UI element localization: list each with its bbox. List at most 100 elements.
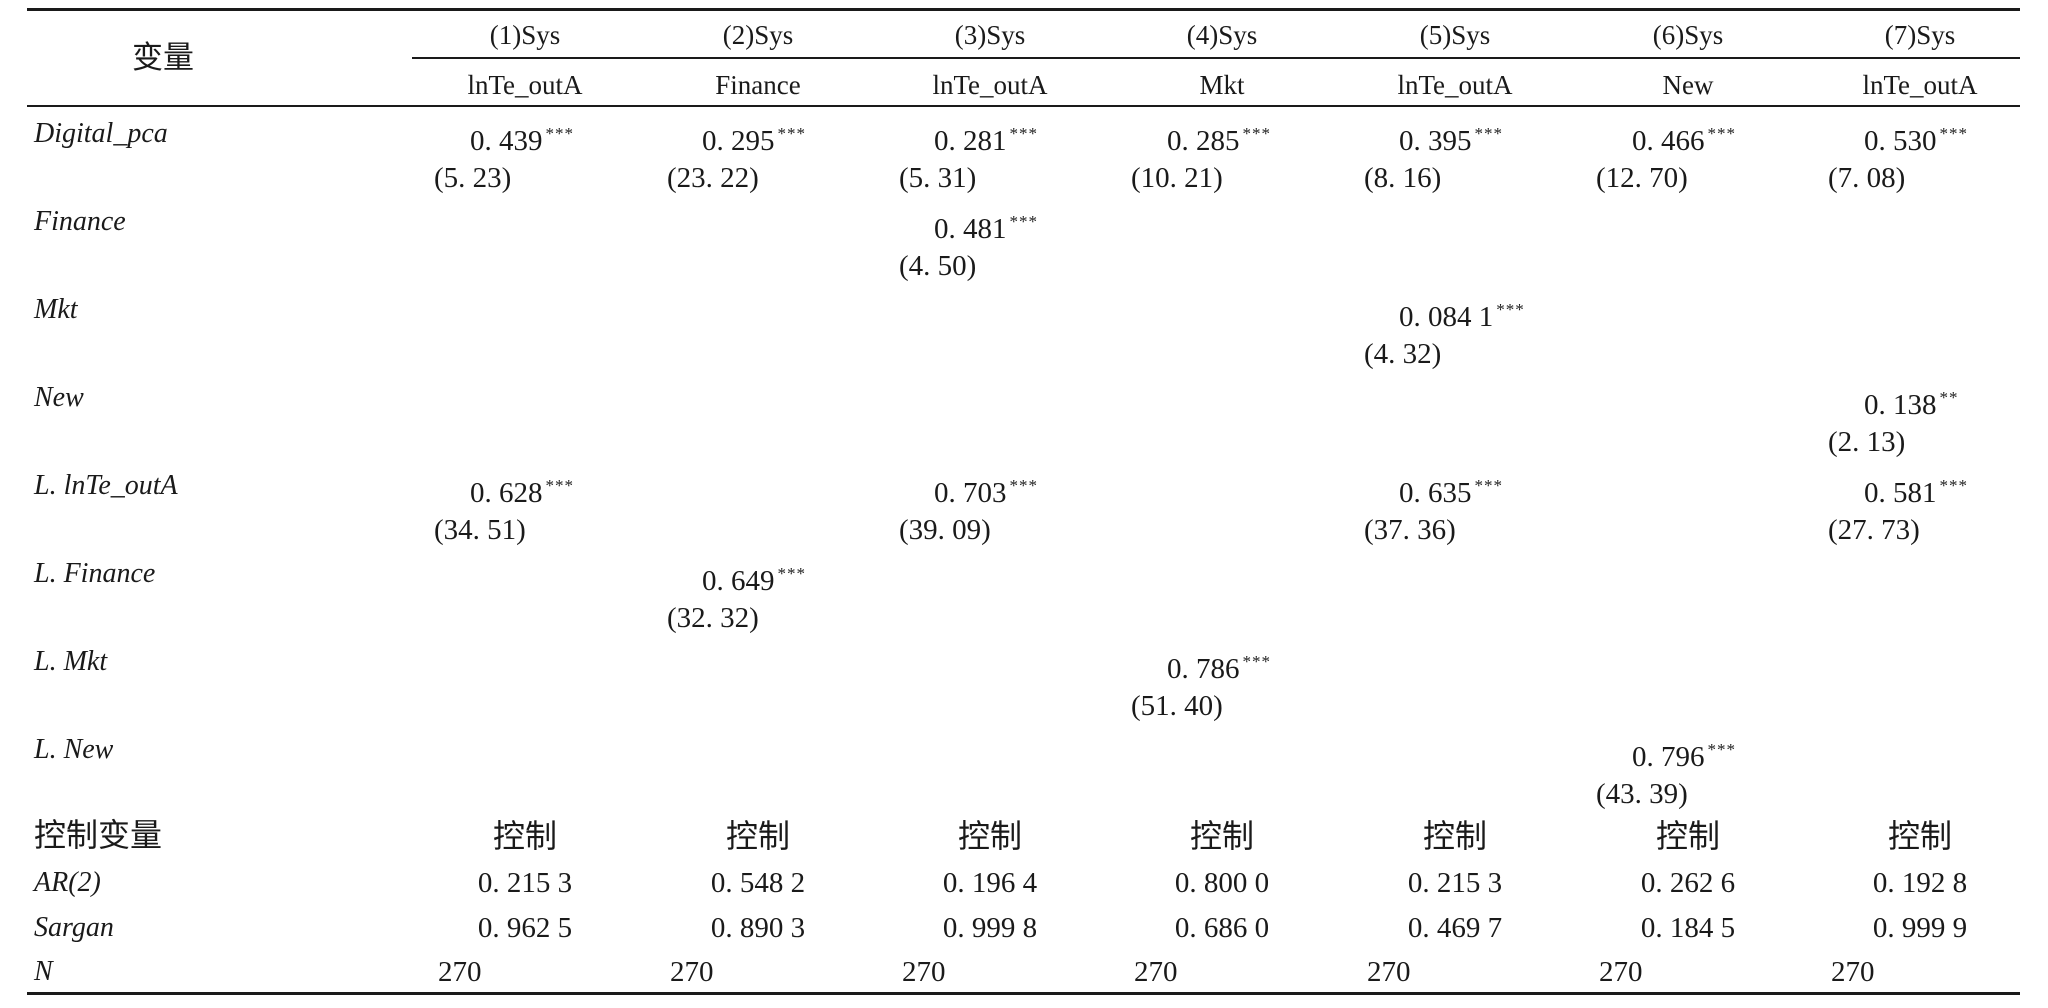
coefficient-cell: 0. 395 *** [1399,117,1503,158]
coefficient-value: 0. 635 [1399,477,1472,509]
column-model-header: (1)Sys [489,20,561,50]
t-statistic-cell: (32. 32) [667,602,759,634]
coefficient-cell: 0. 635 *** [1399,469,1503,510]
coefficient-cell: 0. 084 1 *** [1399,293,1525,334]
t-statistic-cell: (37. 36) [1364,514,1456,546]
significance-stars: *** [1474,476,1503,495]
row-label: Finance [34,206,126,237]
coefficient-value: 0. 395 [1399,125,1472,157]
coefficient-value: 0. 481 [934,213,1007,245]
coefficient-value: 0. 281 [934,125,1007,157]
coefficient-cell: 0. 138 ** [1864,381,1959,422]
significance-stars: *** [1939,124,1968,143]
coefficient-cell: 0. 295 *** [702,117,806,158]
control-cell: 控制 [1655,818,1721,854]
n-cell: 270 [1134,956,1178,988]
coefficient-cell: 0. 649 *** [702,557,806,598]
n-cell: 270 [902,956,946,988]
ar2-cell: 0. 192 8 [1872,867,1968,899]
sargan-cell: 0. 469 7 [1407,912,1503,944]
significance-stars: ** [1939,388,1959,407]
t-statistic-cell: (12. 70) [1596,162,1688,194]
ar2-label: AR(2) [34,867,101,898]
coefficient-value: 0. 796 [1632,741,1705,773]
column-dependent-header: lnTe_outA [467,70,583,100]
significance-stars: *** [1242,124,1271,143]
column-model-header: (3)Sys [954,20,1026,50]
sargan-cell: 0. 184 5 [1640,912,1736,944]
coefficient-cell: 0. 786 *** [1167,645,1271,686]
column-model-header: (5)Sys [1419,20,1491,50]
control-cell: 控制 [1422,818,1488,854]
significance-stars: *** [1939,476,1968,495]
t-statistic-cell: (8. 16) [1364,162,1442,194]
significance-stars: *** [545,476,574,495]
coefficient-cell: 0. 285 *** [1167,117,1271,158]
coefficient-cell: 0. 628 *** [470,469,574,510]
coefficient-cell: 0. 796 *** [1632,733,1736,774]
coefficient-value: 0. 581 [1864,477,1937,509]
row-label: L. lnTe_outA [34,470,178,501]
ar2-cell: 0. 262 6 [1640,867,1736,899]
control-cell: 控制 [1887,818,1953,854]
n-label: N [34,956,53,987]
column-dependent-header: New [1662,70,1714,100]
significance-stars: *** [1707,124,1736,143]
ar2-cell: 0. 215 3 [1407,867,1503,899]
coefficient-cell: 0. 703 *** [934,469,1038,510]
t-statistic-cell: (4. 32) [1364,338,1442,370]
significance-stars: *** [1009,124,1038,143]
sargan-cell: 0. 686 0 [1174,912,1270,944]
coefficient-cell: 0. 581 *** [1864,469,1968,510]
coefficient-value: 0. 530 [1864,125,1937,157]
sargan-cell: 0. 962 5 [477,912,573,944]
t-statistic-cell: (27. 73) [1828,514,1920,546]
coefficient-value: 0. 649 [702,565,775,597]
coefficient-cell: 0. 439 *** [470,117,574,158]
coefficient-value: 0. 138 [1864,389,1937,421]
t-statistic-cell: (5. 23) [434,162,512,194]
ar2-cell: 0. 215 3 [477,867,573,899]
t-statistic-cell: (2. 13) [1828,426,1906,458]
n-cell: 270 [1831,956,1875,988]
row-label: New [34,382,84,413]
column-model-header: (6)Sys [1652,20,1724,50]
control-cell: 控制 [957,818,1023,854]
column-dependent-header: Mkt [1199,70,1245,100]
significance-stars: *** [1474,124,1503,143]
coefficient-cell: 0. 466 *** [1632,117,1736,158]
sargan-cell: 0. 890 3 [710,912,806,944]
ar2-cell: 0. 196 4 [942,867,1038,899]
n-cell: 270 [1367,956,1411,988]
control-cell: 控制 [1189,818,1255,854]
t-statistic-cell: (4. 50) [899,250,977,282]
column-model-header: (2)Sys [722,20,794,50]
column-dependent-header: lnTe_outA [1862,70,1978,100]
coefficient-value: 0. 628 [470,477,543,509]
coefficient-value: 0. 439 [470,125,543,157]
variable-header: 变量 [132,40,194,75]
t-statistic-cell: (23. 22) [667,162,759,194]
row-label: Mkt [34,294,78,325]
coefficient-value: 0. 285 [1167,125,1240,157]
row-label: L. Finance [34,558,156,589]
coefficient-value: 0. 703 [934,477,1007,509]
significance-stars: *** [1009,212,1038,231]
column-dependent-header: lnTe_outA [1397,70,1513,100]
coefficient-value: 0. 295 [702,125,775,157]
significance-stars: *** [545,124,574,143]
coefficient-cell: 0. 281 *** [934,117,1038,158]
control-variables-label: 控制变量 [34,817,163,853]
t-statistic-cell: (34. 51) [434,514,526,546]
n-cell: 270 [670,956,714,988]
ar2-cell: 0. 800 0 [1174,867,1270,899]
coefficient-value: 0. 084 1 [1399,301,1494,333]
significance-stars: *** [777,124,806,143]
significance-stars: *** [777,564,806,583]
row-label: L. New [34,734,114,765]
ar2-cell: 0. 548 2 [710,867,806,899]
control-cell: 控制 [725,818,791,854]
t-statistic-cell: (7. 08) [1828,162,1906,194]
sargan-cell: 0. 999 8 [942,912,1038,944]
significance-stars: *** [1496,300,1525,319]
